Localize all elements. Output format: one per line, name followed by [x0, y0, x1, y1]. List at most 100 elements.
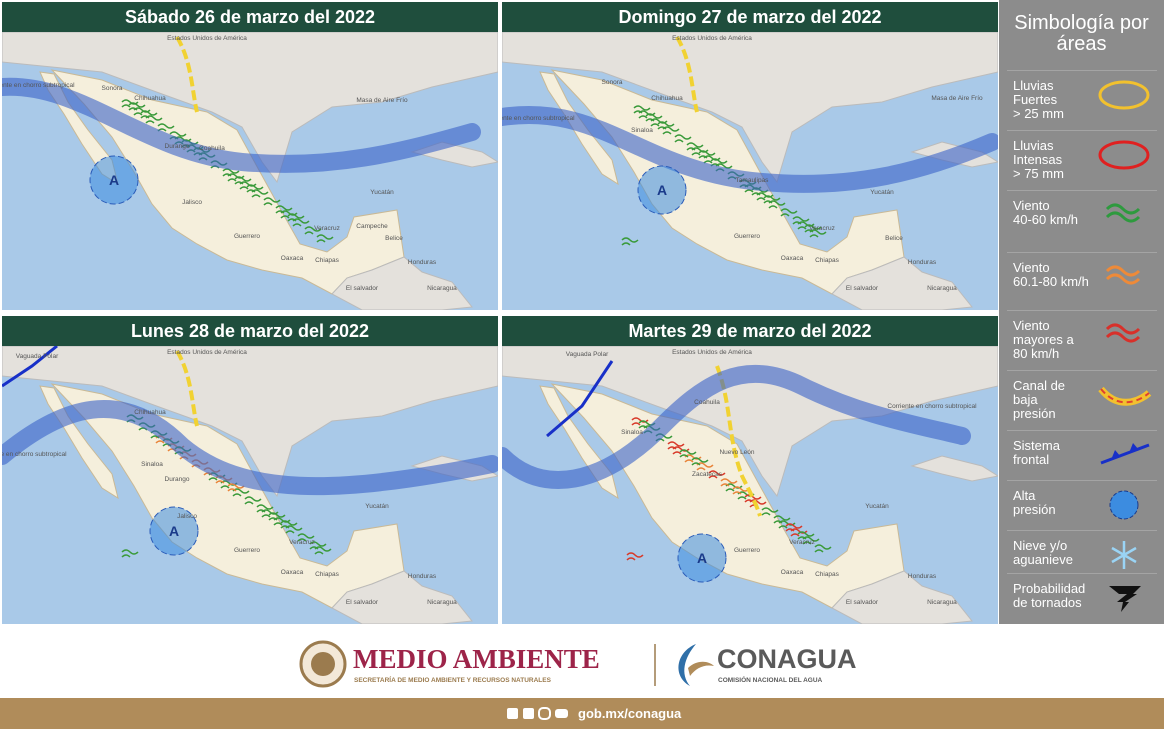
- wind-icon: [698, 150, 716, 159]
- map-label: Sinaloa: [631, 127, 653, 134]
- jet-stream: [502, 364, 971, 489]
- map-label: Jalisco: [177, 513, 197, 520]
- wind-icon: [304, 226, 322, 235]
- forecast-panel: Martes 29 de marzo del 2022 Estados Unido…: [502, 316, 998, 624]
- map-label: Estados Unidos de América: [167, 349, 247, 356]
- map-label: Campeche: [356, 223, 388, 230]
- symbol-shape: [1109, 586, 1141, 612]
- wind-icon: [797, 531, 815, 540]
- wind-icon: [297, 533, 315, 542]
- map-label: Corriente en chorro subtropical: [887, 403, 977, 410]
- wind-icon: [626, 552, 644, 561]
- panel-title: Domingo 27 de marzo del 2022: [502, 2, 998, 32]
- map-label: Sinaloa: [141, 461, 163, 468]
- panel-title: Martes 29 de marzo del 2022: [502, 316, 998, 346]
- jet-stream: [2, 77, 481, 173]
- map-label: Zacatecas: [692, 471, 723, 478]
- cuba: [910, 455, 998, 482]
- low-pressure-channel: [175, 35, 199, 113]
- map-label: Sinaloa: [621, 429, 643, 436]
- map-label: Coahuila: [199, 145, 225, 152]
- map-label: Yucatán: [365, 503, 389, 510]
- legend-symbol: [1105, 203, 1141, 223]
- map-label: Chihuahua: [651, 95, 683, 102]
- footer-bar: gob.mx/conagua: [0, 698, 1164, 729]
- wind-icon: [621, 237, 639, 246]
- symbol-shape: [1098, 80, 1150, 110]
- legend-item: Lluvias Intensas > 75 mm: [1007, 130, 1157, 181]
- panel-title: Sábado 26 de marzo del 2022: [2, 2, 498, 32]
- legend-label: Viento 40-60 km/h: [1013, 198, 1079, 227]
- map-label: Yucatán: [370, 189, 394, 196]
- legend-label: Lluvias Intensas > 75 mm: [1013, 138, 1064, 181]
- legend-item: Alta presión: [1007, 480, 1157, 531]
- wind-icon: [768, 200, 786, 209]
- brand-sub: SECRETARÍA DE MEDIO AMBIENTE Y RECURSOS …: [354, 675, 552, 684]
- map-label: Chiapas: [815, 571, 840, 578]
- map-label: Oaxaca: [781, 569, 804, 576]
- symbol-shape: [1111, 541, 1137, 569]
- map-label: Nicaragua: [927, 285, 957, 292]
- map-label: El salvador: [346, 285, 379, 292]
- map-label: Chihuahua: [134, 95, 166, 102]
- youtube-icon[interactable]: [555, 709, 568, 718]
- wind-icon: [667, 441, 685, 450]
- map-label: Guerrero: [234, 233, 260, 240]
- wind-icon: [662, 126, 680, 135]
- brand: MEDIO AMBIENTE: [353, 644, 600, 674]
- legend-item: Lluvias Fuertes > 25 mm: [1007, 70, 1157, 121]
- wind-icon: [708, 470, 726, 479]
- map-label: Chiapas: [315, 571, 340, 578]
- low-pressure-channel: [675, 35, 699, 113]
- map-label: Durango: [165, 476, 190, 483]
- wind-icon: [780, 208, 798, 217]
- map-label: Chiapas: [815, 257, 840, 264]
- map: Estados Unidos de América Vaguada Polar Ch…: [2, 346, 498, 624]
- wind-icon: [633, 105, 651, 114]
- wind-icon: [691, 457, 709, 466]
- central-america: [831, 256, 973, 310]
- legend-item: Viento mayores a 80 km/h: [1007, 310, 1157, 361]
- instagram-icon[interactable]: [538, 707, 551, 720]
- map-label: Guerrero: [734, 547, 760, 554]
- low-pressure-channel: [715, 365, 762, 517]
- wind-icon: [285, 525, 303, 534]
- jet-stream: [2, 400, 498, 496]
- map-label: Guerrero: [234, 547, 260, 554]
- social-bar: gob.mx/conagua: [507, 706, 682, 721]
- map-label: Masa de Aire Frío: [356, 97, 408, 104]
- facebook-icon[interactable]: [507, 708, 518, 719]
- symbol-shape: [1098, 140, 1150, 170]
- map-label: Vaguada Polar: [566, 351, 609, 358]
- wind-icon: [785, 523, 803, 532]
- footer: MEDIO AMBIENTE SECRETARÍA DE MEDIO AMBIE…: [0, 624, 1164, 698]
- link[interactable]: gob.mx/conagua: [578, 706, 682, 721]
- twitter-icon[interactable]: [523, 708, 534, 719]
- map-label: Estados Unidos de América: [672, 35, 752, 42]
- wind-icon: [263, 197, 281, 206]
- high-pressure: [149, 506, 199, 556]
- map-label: Durango: [165, 143, 190, 150]
- legend-label: Viento 60.1-80 km/h: [1013, 260, 1089, 289]
- map-label: Sonora: [102, 85, 123, 92]
- wind-icon: [145, 115, 163, 124]
- legend-label: Canal de baja presión: [1013, 378, 1066, 421]
- wind-icon: [732, 486, 750, 495]
- map-label: Vaguada Polar: [16, 353, 59, 360]
- cold-front: [546, 360, 614, 438]
- symbol-shape: [1105, 265, 1141, 285]
- symbol-shape: [1100, 443, 1150, 465]
- legend-item: Viento 40-60 km/h: [1007, 190, 1157, 241]
- wind-icon: [674, 134, 692, 143]
- legend-label: Lluvias Fuertes > 25 mm: [1013, 78, 1064, 121]
- map-label: Yucatán: [865, 503, 889, 510]
- high-pressure-label: A: [109, 172, 119, 188]
- map-label: Oaxaca: [281, 569, 304, 576]
- map-label: Oaxaca: [281, 255, 304, 262]
- high-pressure-label: A: [657, 182, 667, 198]
- map: Estados Unidos de América Sonora Chihuahua…: [2, 32, 498, 310]
- legend-item: Canal de baja presión: [1007, 370, 1157, 421]
- high-pressure: [89, 155, 139, 205]
- wind-icon: [645, 113, 663, 122]
